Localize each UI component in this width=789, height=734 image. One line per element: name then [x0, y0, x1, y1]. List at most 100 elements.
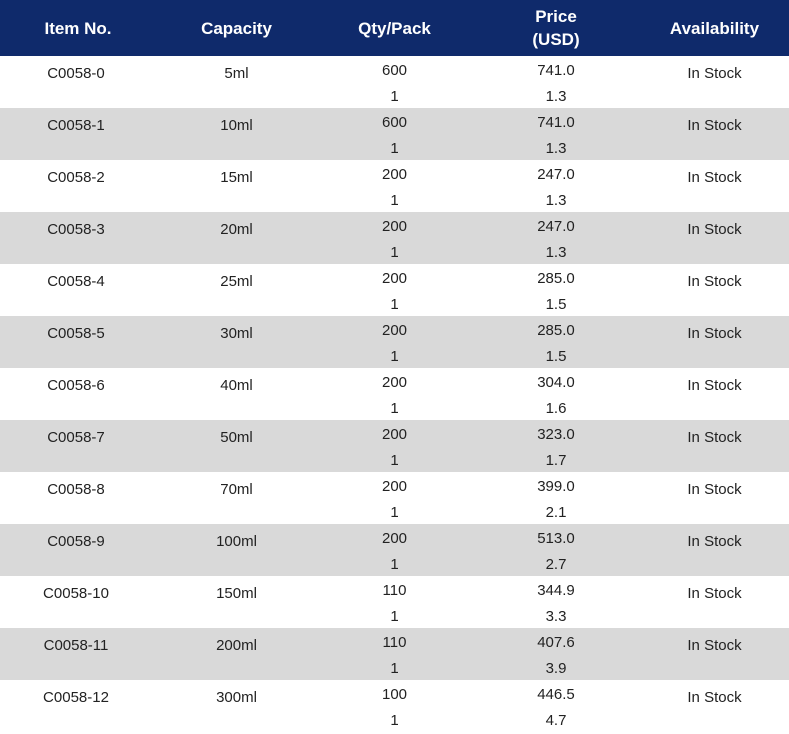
table-row: C0058-12 300ml 100 1 446.5 4.7 In Stock	[0, 680, 789, 732]
availability-cell: In Stock	[687, 689, 742, 706]
qty-pack-cell: 200 1	[317, 160, 472, 214]
price-cell: 247.0 1.3	[472, 160, 640, 214]
qty-single: 1	[390, 348, 399, 365]
table-row: C0058-3 20ml 200 1 247.0 1.3 In Stock	[0, 212, 789, 264]
table-row: C0058-0 5ml 600 1 741.0 1.3 In Stock	[0, 56, 789, 108]
capacity-cell: 5ml	[224, 65, 249, 82]
price-cell: 285.0 1.5	[472, 316, 640, 370]
price-single: 1.5	[545, 296, 567, 313]
price-bulk: 247.0	[537, 166, 575, 183]
availability-cell: In Stock	[687, 273, 742, 290]
price-cell: 247.0 1.3	[472, 212, 640, 266]
capacity-cell: 70ml	[220, 481, 253, 498]
table-row: C0058-1 10ml 600 1 741.0 1.3 In Stock	[0, 108, 789, 160]
availability-cell: In Stock	[687, 585, 742, 602]
qty-bulk: 200	[381, 374, 408, 391]
price-cell: 446.5 4.7	[472, 680, 640, 734]
item-no-cell: C0058-12	[43, 689, 109, 706]
capacity-cell: 150ml	[216, 585, 257, 602]
capacity-cell: 20ml	[220, 221, 253, 238]
availability-cell: In Stock	[687, 481, 742, 498]
header-price-label: Price	[535, 7, 577, 26]
table-row: C0058-2 15ml 200 1 247.0 1.3 In Stock	[0, 160, 789, 212]
price-single: 1.3	[545, 192, 567, 209]
capacity-cell: 15ml	[220, 169, 253, 186]
qty-single: 1	[390, 452, 399, 469]
table-row: C0058-7 50ml 200 1 323.0 1.7 In Stock	[0, 420, 789, 472]
item-no-cell: C0058-2	[47, 169, 105, 186]
qty-bulk: 600	[381, 62, 408, 79]
qty-pack-cell: 200 1	[317, 316, 472, 370]
price-single: 1.7	[545, 452, 567, 469]
price-single: 1.5	[545, 348, 567, 365]
header-qty-pack: Qty/Pack	[358, 18, 431, 38]
header-item-no: Item No.	[44, 18, 112, 38]
qty-pack-cell: 200 1	[317, 264, 472, 318]
availability-cell: In Stock	[687, 65, 742, 82]
qty-single: 1	[390, 296, 399, 313]
qty-pack-cell: 110 1	[317, 628, 472, 682]
price-cell: 344.9 3.3	[472, 576, 640, 630]
qty-pack-cell: 200 1	[317, 472, 472, 526]
price-bulk: 399.0	[537, 478, 575, 495]
item-no-cell: C0058-11	[43, 637, 109, 654]
price-bulk: 247.0	[537, 218, 575, 235]
table-row: C0058-6 40ml 200 1 304.0 1.6 In Stock	[0, 368, 789, 420]
table-header: Item No. Capacity Qty/Pack Price (USD) A…	[0, 0, 789, 56]
item-no-cell: C0058-6	[47, 377, 105, 394]
header-availability: Availability	[669, 18, 760, 38]
qty-pack-cell: 200 1	[317, 524, 472, 578]
price-bulk: 323.0	[537, 426, 575, 443]
capacity-cell: 200ml	[216, 637, 257, 654]
capacity-cell: 10ml	[220, 117, 253, 134]
qty-single: 1	[390, 400, 399, 417]
qty-single: 1	[390, 660, 399, 677]
qty-bulk: 100	[381, 686, 408, 703]
capacity-cell: 30ml	[220, 325, 253, 342]
item-no-cell: C0058-7	[47, 429, 105, 446]
price-cell: 304.0 1.6	[472, 368, 640, 422]
price-cell: 741.0 1.3	[472, 108, 640, 162]
price-cell: 407.6 3.9	[472, 628, 640, 682]
availability-cell: In Stock	[687, 221, 742, 238]
price-cell: 513.0 2.7	[472, 524, 640, 578]
qty-single: 1	[390, 192, 399, 209]
header-price: Price (USD)	[472, 5, 640, 51]
price-cell: 323.0 1.7	[472, 420, 640, 474]
qty-pack-cell: 110 1	[317, 576, 472, 630]
table-row: C0058-5 30ml 200 1 285.0 1.5 In Stock	[0, 316, 789, 368]
qty-pack-cell: 100 1	[317, 680, 472, 734]
header-capacity: Capacity	[201, 18, 272, 38]
price-single: 3.3	[545, 608, 567, 625]
qty-single: 1	[390, 608, 399, 625]
capacity-cell: 50ml	[220, 429, 253, 446]
price-single: 3.9	[545, 660, 567, 677]
availability-cell: In Stock	[687, 325, 742, 342]
qty-bulk: 200	[381, 322, 408, 339]
item-no-cell: C0058-1	[47, 117, 105, 134]
price-single: 4.7	[545, 712, 567, 729]
price-bulk: 513.0	[537, 530, 575, 547]
qty-bulk: 200	[381, 530, 408, 547]
qty-single: 1	[390, 712, 399, 729]
price-bulk: 741.0	[537, 62, 575, 79]
qty-bulk: 200	[381, 426, 408, 443]
availability-cell: In Stock	[687, 429, 742, 446]
price-bulk: 741.0	[537, 114, 575, 131]
price-bulk: 285.0	[537, 322, 575, 339]
qty-pack-cell: 200 1	[317, 368, 472, 422]
capacity-cell: 25ml	[220, 273, 253, 290]
qty-single: 1	[390, 504, 399, 521]
qty-single: 1	[390, 556, 399, 573]
qty-bulk: 110	[382, 582, 407, 599]
availability-cell: In Stock	[687, 377, 742, 394]
item-no-cell: C0058-3	[47, 221, 105, 238]
availability-cell: In Stock	[687, 533, 742, 550]
availability-cell: In Stock	[687, 637, 742, 654]
price-cell: 399.0 2.1	[472, 472, 640, 526]
price-single: 2.1	[545, 504, 567, 521]
table-row: C0058-11 200ml 110 1 407.6 3.9 In Stock	[0, 628, 789, 680]
qty-bulk: 110	[382, 634, 407, 651]
price-bulk: 407.6	[537, 634, 575, 651]
